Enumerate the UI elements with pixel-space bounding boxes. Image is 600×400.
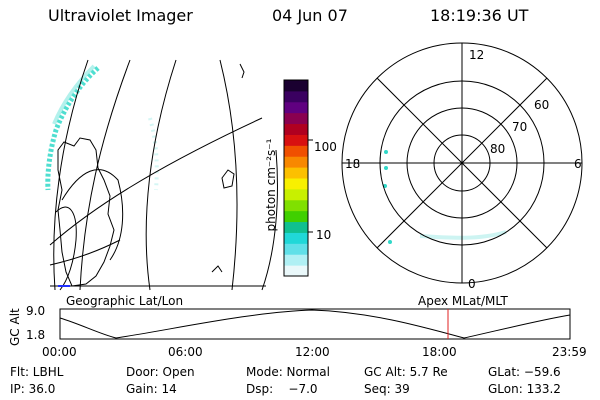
time-tick-1200: 12:00	[295, 345, 330, 359]
colorbar-swatch	[284, 199, 308, 212]
altitude-ytick-min: 1.8	[26, 328, 46, 342]
map-grid-lines	[49, 59, 278, 291]
colorbar-swatch	[284, 178, 308, 190]
mlat-label-70: 70	[512, 120, 528, 134]
colorbar-swatch	[284, 90, 308, 103]
colorbar-swatch	[284, 156, 308, 168]
mlat-label-80: 80	[490, 142, 506, 156]
apex-panel-label: Apex MLat/MLT	[418, 294, 508, 308]
mlat-label-60: 60	[534, 98, 550, 112]
colorbar-swatch	[284, 254, 308, 266]
status-gc-alt: GC Alt: 5.7 Re	[364, 365, 448, 379]
colorbar-swatch	[284, 167, 308, 179]
colorbar-tick-10: 10	[316, 228, 332, 242]
time-tick-2359: 23:59	[552, 345, 587, 359]
polar-diagonal-2	[376, 77, 548, 249]
mlt-label-0: 0	[468, 277, 476, 291]
colorbar-swatch	[284, 80, 308, 92]
time-label: 18:19:36 UT	[430, 6, 529, 25]
status-glat: GLat: −59.6	[488, 365, 561, 379]
colorbar-swatch	[284, 243, 308, 255]
time-tick-1800: 18:00	[422, 345, 457, 359]
colorbar-swatch	[284, 210, 308, 223]
status-seq: Seq: 39	[364, 382, 410, 396]
status-ip: IP: 36.0	[10, 382, 56, 396]
altitude-ytick-max: 9.0	[26, 304, 46, 318]
status-dsp: Dsp: −7.0	[246, 382, 318, 396]
colorbar-swatch	[284, 232, 308, 244]
colorbar-swatch	[284, 112, 308, 125]
mlt-label-18: 18	[345, 157, 361, 171]
status-mode: Mode: Normal	[246, 365, 330, 379]
date-label: 04 Jun 07	[272, 6, 348, 25]
altitude-plot-frame	[59, 308, 571, 340]
colorbar-swatch	[284, 145, 308, 157]
time-tick-0000: 00:00	[42, 345, 77, 359]
colorbar-swatch	[284, 123, 308, 135]
colorbar-swatch	[284, 221, 308, 233]
mlt-label-12: 12	[469, 48, 485, 62]
coastline	[57, 63, 245, 287]
altitude-curve	[59, 309, 571, 339]
colorbar-swatch	[284, 265, 308, 277]
colorbar-swatch	[284, 101, 308, 114]
auroral-emission	[45, 64, 159, 191]
colorbar-swatch	[284, 188, 308, 201]
geo-panel-label: Geographic Lat/Lon	[66, 294, 184, 308]
time-tick-0600: 06:00	[168, 345, 203, 359]
instrument-title: Ultraviolet Imager	[48, 6, 193, 25]
status-door: Door: Open	[126, 365, 195, 379]
altitude-ylabel: GC Alt	[8, 308, 22, 346]
status-gain: Gain: 14	[126, 382, 177, 396]
colorbar-tick-100: 100	[314, 140, 337, 154]
color-scale-bar	[283, 79, 313, 277]
mlt-label-6: 6	[574, 157, 582, 171]
colorbar-swatch	[284, 134, 308, 146]
status-filter: Flt: LBHL	[10, 365, 64, 379]
status-glon: GLon: 133.2	[488, 382, 561, 396]
